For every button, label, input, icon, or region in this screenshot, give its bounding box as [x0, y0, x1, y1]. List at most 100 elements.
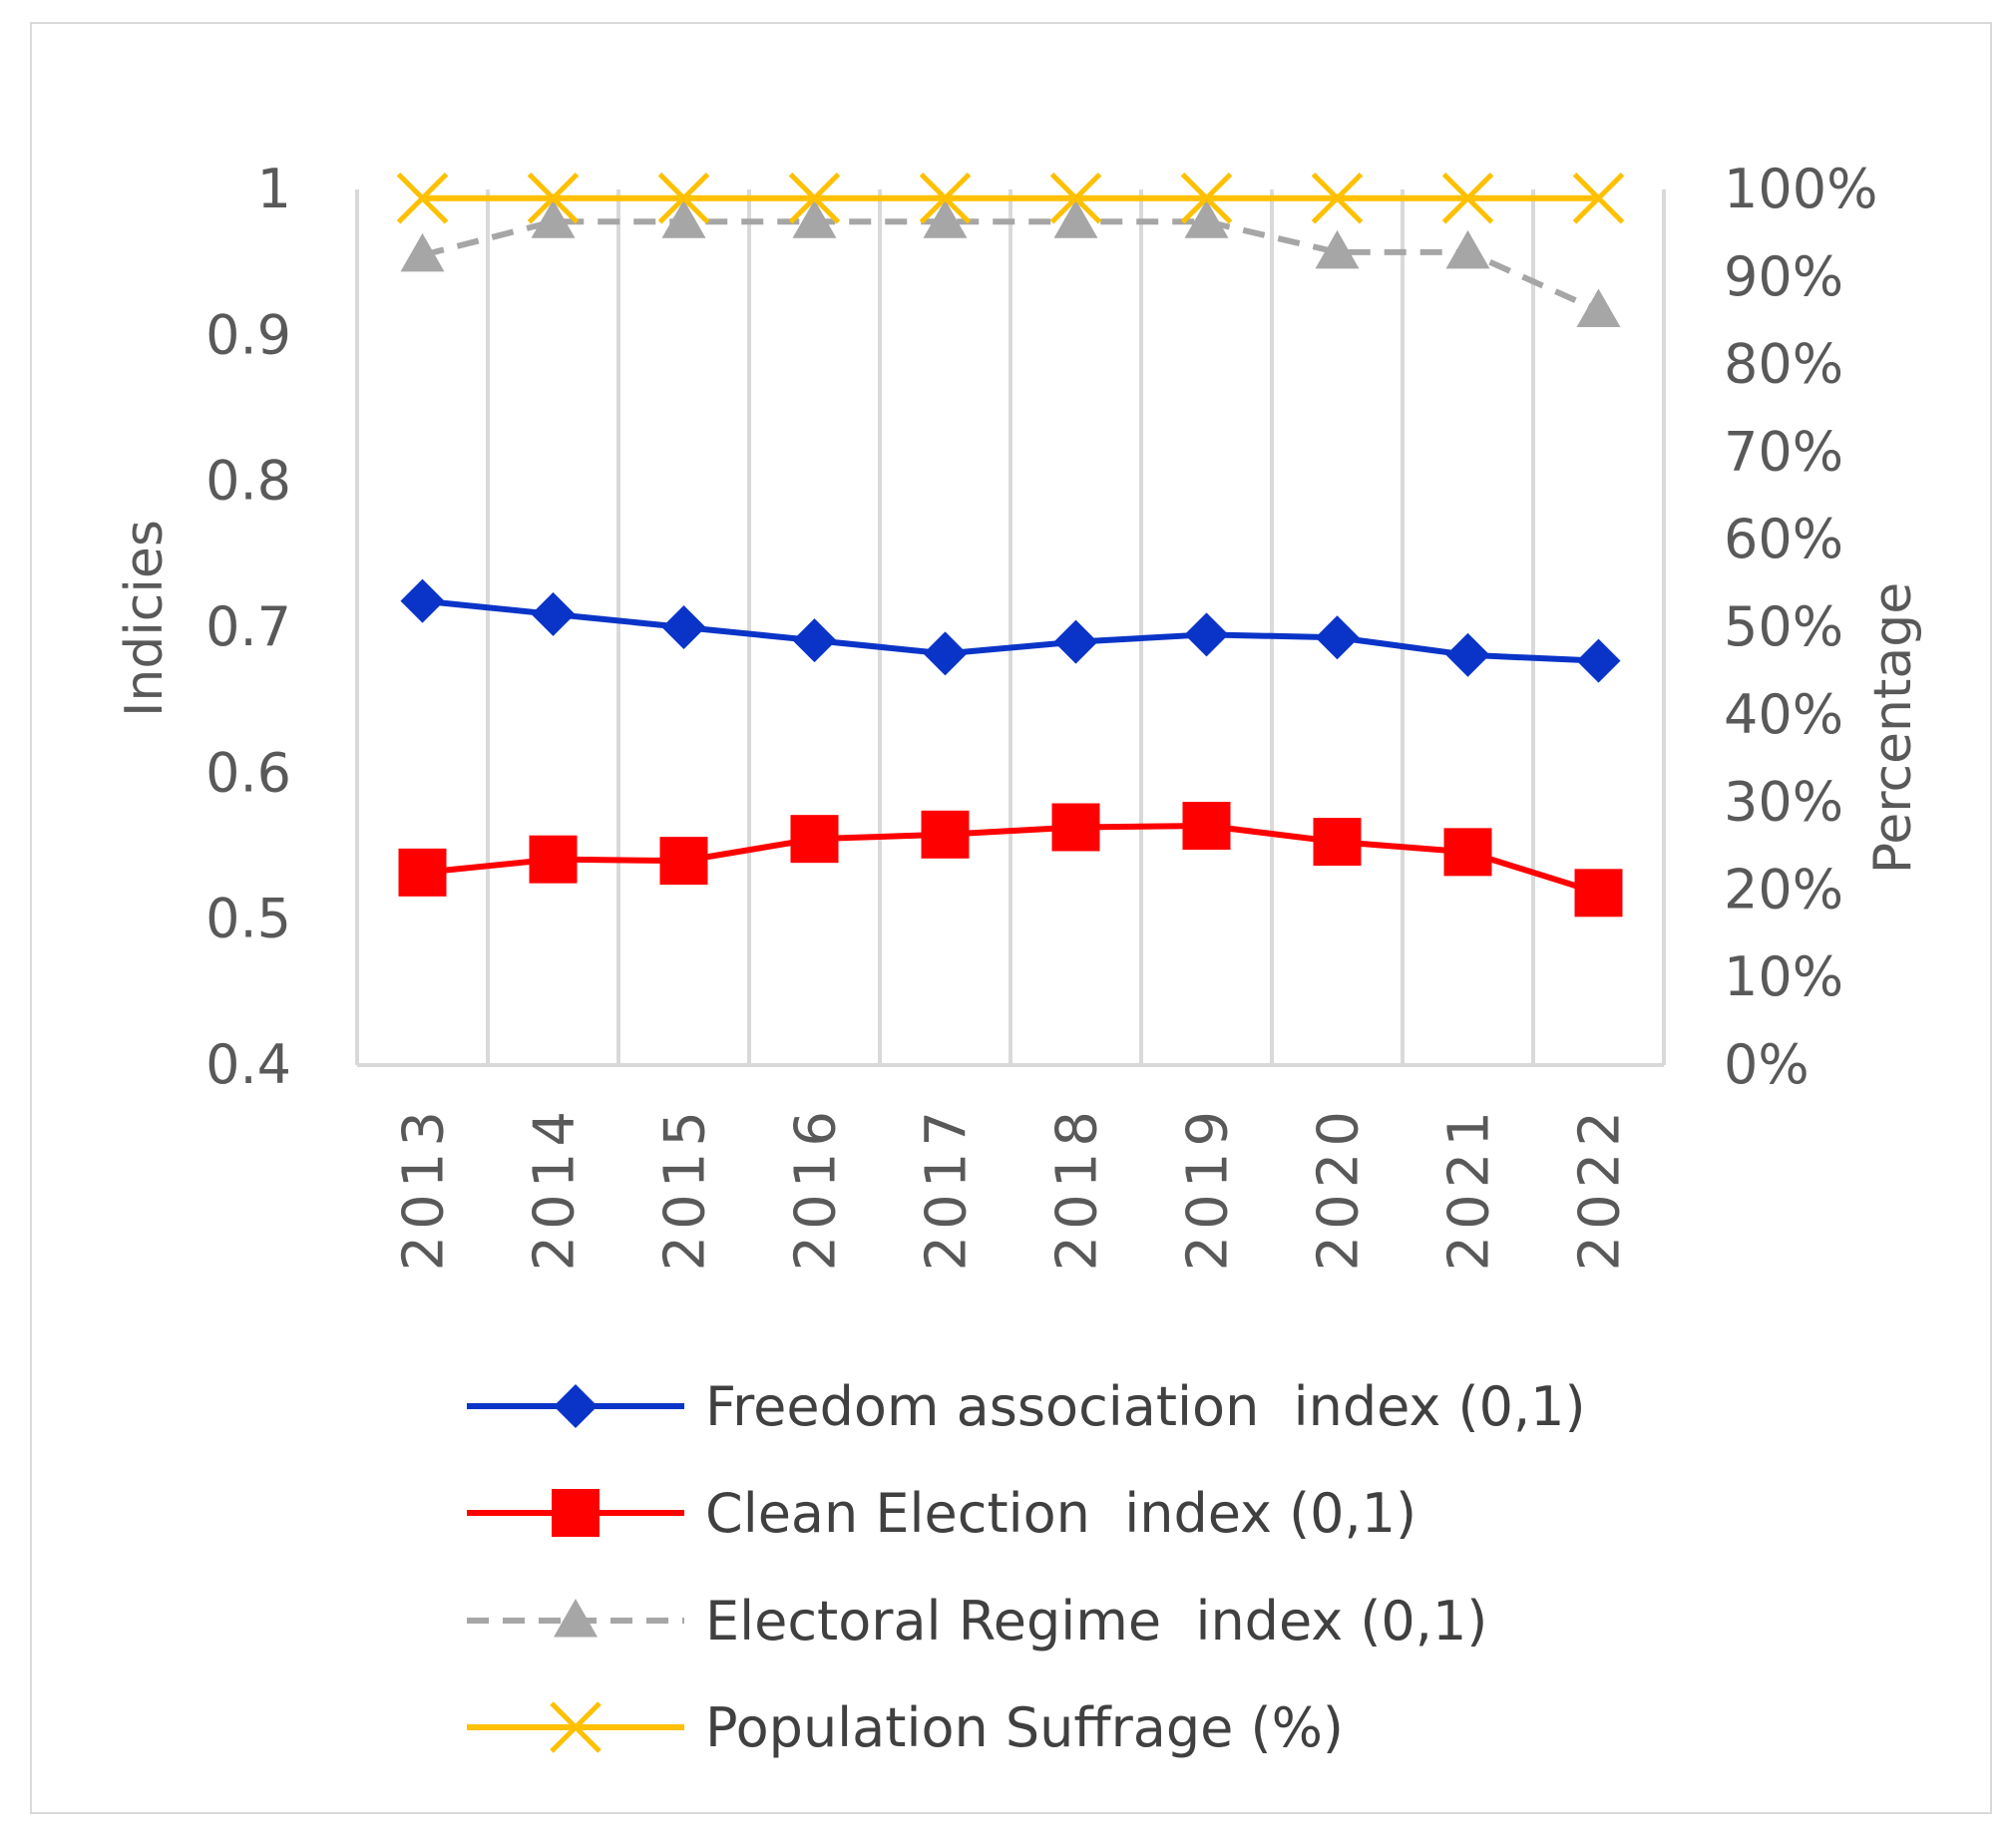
y2-tick-label: 60%: [1724, 508, 1843, 570]
data-point: [529, 835, 578, 884]
legend-swatch-marker: [552, 1489, 600, 1537]
data-point: [1053, 199, 1098, 238]
series-diamond: [400, 578, 1621, 683]
y-tick-label: 0.8: [205, 450, 291, 513]
series-line: [422, 823, 1600, 897]
data-point: [661, 605, 706, 649]
data-point: [921, 810, 970, 859]
legend-item: Electoral Regime index (0,1): [467, 1590, 1487, 1653]
y-axis-ticks: 0.4 0.5 0.6 0.7 0.8 0.9 1: [205, 158, 291, 1096]
x-tick-label: 2014: [523, 1105, 588, 1272]
data-point: [923, 631, 968, 676]
x-marker-stroke: [1311, 173, 1364, 224]
y-tick-label: 0.4: [205, 1033, 291, 1096]
data-point: [400, 578, 445, 623]
gridlines: [486, 189, 1535, 1065]
x-marker-stroke: [396, 173, 449, 224]
x-tick-label: 2022: [1568, 1105, 1633, 1272]
data-point: [1445, 229, 1490, 269]
x-tick-label: 2021: [1437, 1105, 1502, 1272]
legend-label: Electoral Regime index (0,1): [705, 1590, 1487, 1653]
data-point: [1574, 869, 1623, 918]
y2-tick-label: 80%: [1724, 333, 1843, 396]
series-line: [421, 218, 1600, 314]
legend: Freedom association index (0,1) Clean Ele…: [467, 1375, 1586, 1759]
x-marker-stroke: [1180, 173, 1233, 224]
y2-tick-label: 100%: [1724, 158, 1877, 220]
legend-label: Population Suffrage (%): [705, 1696, 1344, 1759]
x-tick-label: 2018: [1045, 1105, 1110, 1272]
data-point: [1180, 173, 1233, 224]
data-point: [923, 199, 968, 238]
x-marker-stroke: [788, 173, 841, 224]
series-layer: [396, 173, 1625, 918]
x-tick-label: 2015: [653, 1105, 718, 1272]
data-point: [400, 232, 445, 272]
data-point: [1049, 173, 1102, 224]
y2-tick-label: 0%: [1724, 1033, 1810, 1096]
data-point: [1576, 288, 1621, 327]
y-tick-label: 0.7: [205, 595, 291, 658]
y2-tick-label: 50%: [1724, 595, 1843, 658]
series-triangle: [400, 199, 1621, 327]
y-tick-label: 1: [257, 158, 291, 220]
data-point: [919, 173, 972, 224]
y-tick-label: 0.6: [205, 741, 291, 804]
x-marker-stroke: [527, 173, 580, 224]
data-point: [1182, 802, 1231, 851]
series-square: [398, 802, 1623, 918]
data-point: [1051, 803, 1100, 852]
x-tick-label: 2017: [915, 1105, 980, 1272]
data-point: [792, 199, 837, 238]
y-tick-label: 0.5: [205, 888, 291, 950]
data-point: [1441, 173, 1494, 224]
y2-tick-label: 20%: [1724, 858, 1843, 920]
legend-label: Clean Election index (0,1): [705, 1482, 1416, 1545]
legend-swatch-marker: [550, 1701, 602, 1753]
y2-tick-label: 90%: [1724, 245, 1843, 308]
data-point: [657, 173, 710, 224]
data-point: [1576, 638, 1621, 683]
axes: [355, 189, 1666, 1067]
series-line: [422, 597, 1599, 664]
data-point: [788, 173, 841, 224]
data-point: [1572, 173, 1625, 224]
data-point: [790, 815, 839, 864]
data-point: [1184, 612, 1229, 657]
x-marker-stroke: [550, 1701, 602, 1753]
y-axis-title: Indicies: [115, 520, 175, 717]
legend-item: Clean Election index (0,1): [467, 1482, 1416, 1545]
y2-tick-label: 30%: [1724, 771, 1843, 834]
data-point: [531, 199, 576, 238]
x-tick-label: 2019: [1176, 1105, 1241, 1272]
data-point: [1053, 619, 1098, 664]
data-point: [527, 173, 580, 224]
data-point: [1315, 229, 1360, 269]
legend-item: Freedom association index (0,1): [467, 1375, 1586, 1438]
x-marker-stroke: [1049, 173, 1102, 224]
data-point: [1315, 615, 1360, 660]
data-point: [792, 618, 837, 663]
data-point: [531, 591, 576, 636]
data-point: [398, 848, 447, 897]
y2-tick-label: 70%: [1724, 420, 1843, 483]
y-tick-label: 0.9: [205, 303, 291, 366]
data-point: [661, 199, 706, 238]
x-marker-stroke: [657, 173, 710, 224]
data-point: [1311, 173, 1364, 224]
data-point: [396, 173, 449, 224]
x-tick-label: 2013: [392, 1105, 457, 1272]
legend-swatch-marker: [554, 1599, 598, 1638]
series-x: [396, 173, 1625, 224]
x-tick-label: 2016: [784, 1105, 849, 1272]
data-point: [1445, 632, 1490, 677]
x-tick-label: 2020: [1307, 1105, 1372, 1272]
data-point: [1443, 828, 1492, 877]
y2-tick-label: 40%: [1724, 683, 1843, 746]
y2-tick-label: 10%: [1724, 945, 1843, 1008]
x-marker-stroke: [1441, 173, 1494, 224]
data-point: [659, 837, 708, 886]
legend-item: Population Suffrage (%): [467, 1696, 1344, 1759]
y2-axis-ticks: 0% 10% 20% 30% 40% 50% 60% 70% 80% 90% 100%: [1724, 158, 1877, 1096]
